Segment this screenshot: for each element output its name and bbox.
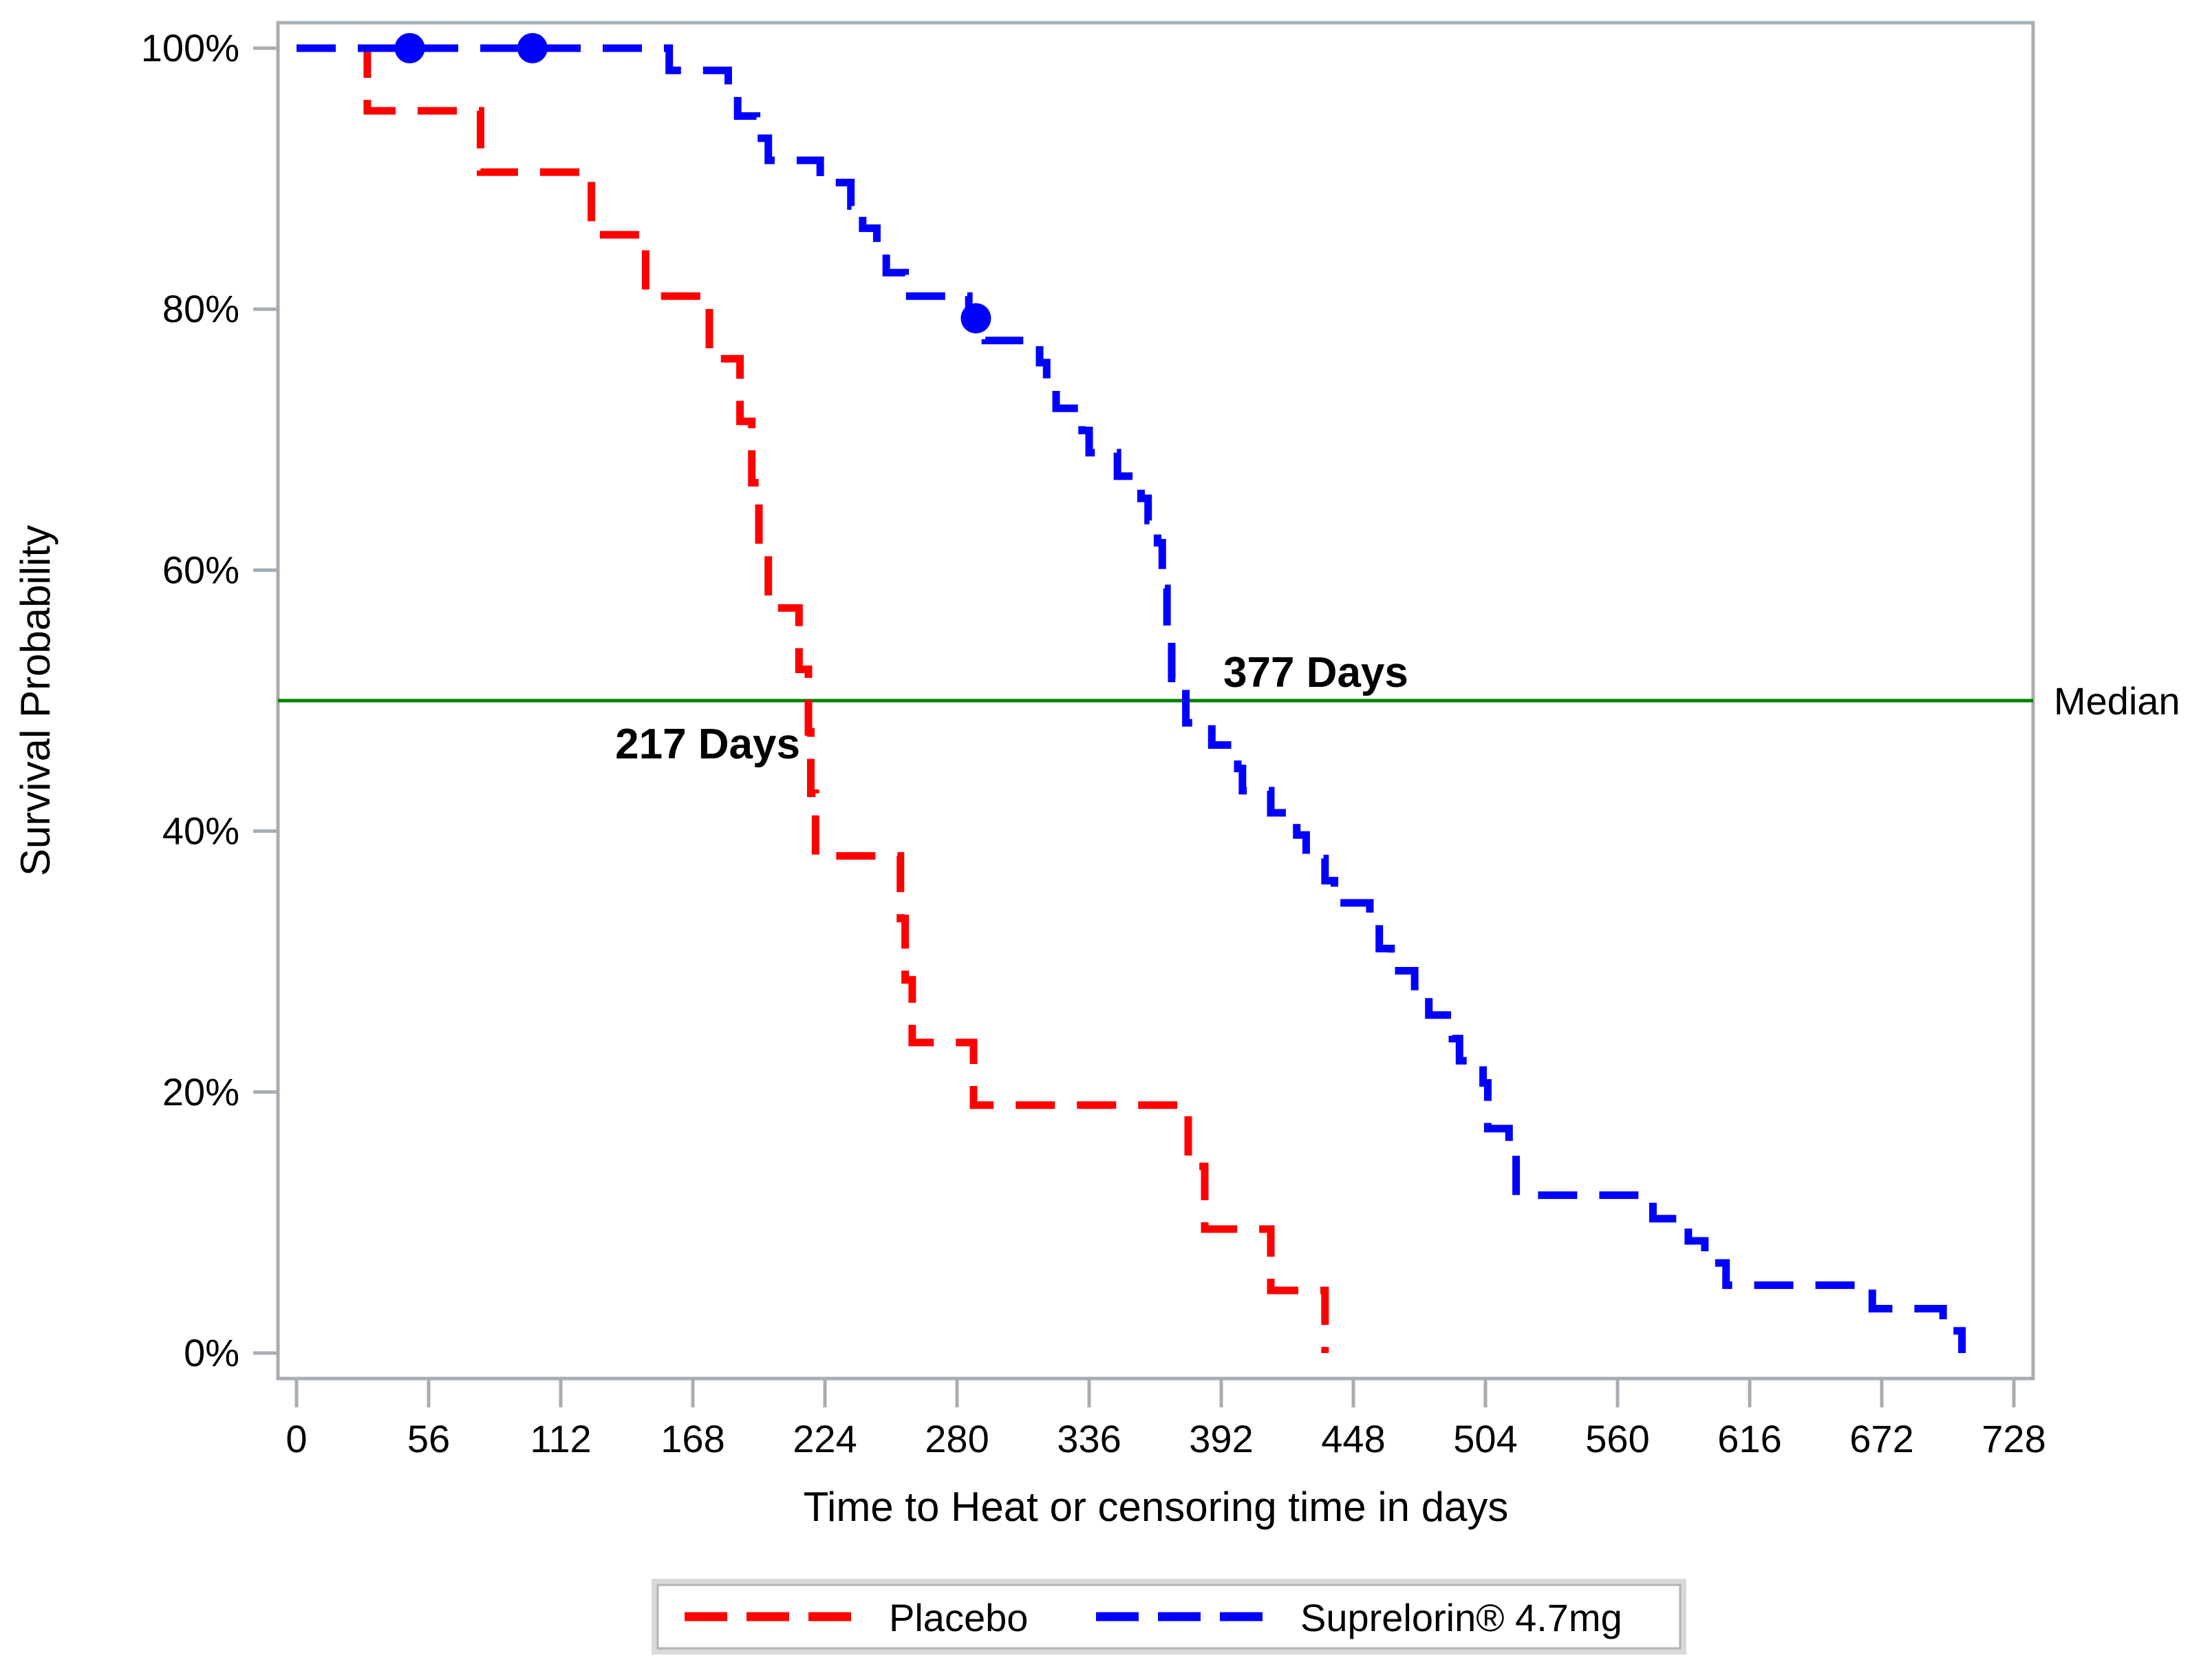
censor-mark <box>517 33 548 63</box>
x-tick-label: 336 <box>1057 1417 1121 1460</box>
x-tick-label: 280 <box>925 1417 989 1460</box>
x-tick-label: 672 <box>1849 1417 1913 1460</box>
legend-suprelorin-label: Suprelorin® 4.7mg <box>1300 1596 1622 1639</box>
y-tick-label: 100% <box>141 26 239 70</box>
x-tick-label: 392 <box>1189 1417 1253 1460</box>
axis-ticks: 0 56 112 168 224 280 336 392 448 504 560 616 672 728 1… <box>141 26 2046 1460</box>
x-axis-title: Time to Heat or censoring time in days <box>804 1484 1509 1530</box>
x-tick-label: 616 <box>1717 1417 1781 1460</box>
x-tick-label: 224 <box>793 1417 857 1460</box>
x-tick-label: 504 <box>1453 1417 1517 1460</box>
suprelorin-curve <box>297 44 1966 1353</box>
x-tick-label: 168 <box>661 1417 724 1460</box>
x-tick-label: 56 <box>407 1417 450 1460</box>
x-tick-label: 728 <box>1982 1417 2045 1460</box>
x-tick-label: 448 <box>1321 1417 1385 1460</box>
median-line-label: Median <box>2054 679 2180 723</box>
x-tick-label: 0 <box>286 1417 307 1460</box>
y-axis-title: Survival Probability <box>12 525 58 876</box>
placebo-median-annotation: 217 Days <box>615 721 800 768</box>
x-tick-label: 112 <box>530 1417 591 1460</box>
y-tick-label: 60% <box>162 548 239 591</box>
x-tick-label: 560 <box>1585 1417 1649 1460</box>
y-tick-label: 80% <box>162 287 239 330</box>
censor-mark <box>394 33 425 63</box>
survival-curves <box>297 33 1966 1353</box>
legend: Placebo Suprelorin® 4.7mg <box>652 1579 1686 1654</box>
y-tick-label: 0% <box>184 1331 239 1374</box>
legend-placebo-label: Placebo <box>889 1596 1028 1639</box>
suprelorin-median-annotation: 377 Days <box>1223 649 1408 696</box>
placebo-curve <box>297 44 1329 1353</box>
y-tick-label: 40% <box>162 809 239 853</box>
y-tick-label: 20% <box>162 1070 239 1114</box>
censor-mark <box>960 303 991 334</box>
